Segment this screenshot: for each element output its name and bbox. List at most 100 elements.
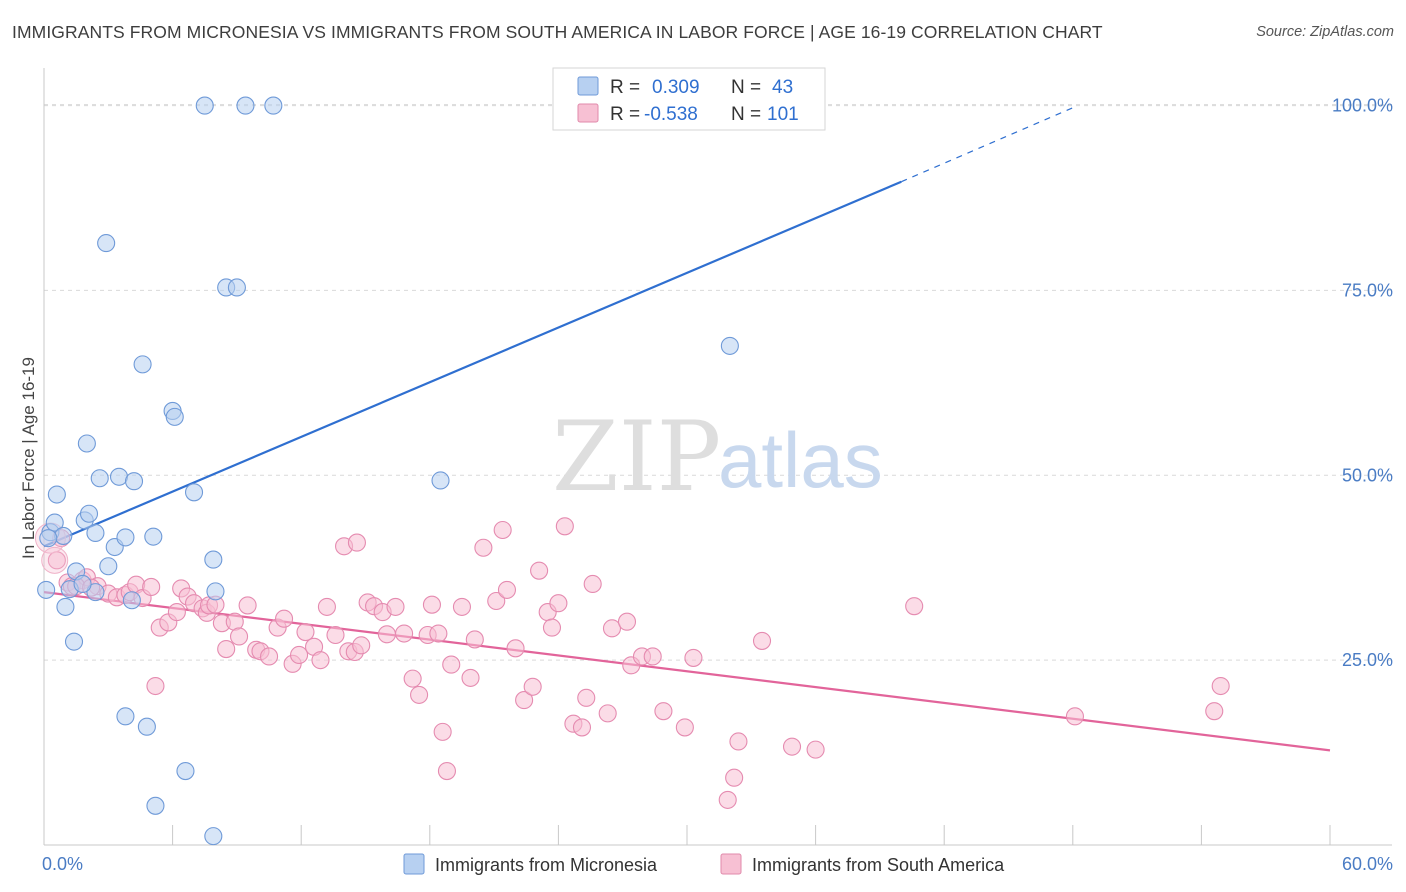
point-south-america: [229, 627, 249, 646]
point-micronesia: [86, 583, 105, 602]
y-axis-label: In Labor Force | Age 16-19: [19, 357, 38, 559]
point-south-america: [555, 517, 574, 536]
x-tick-labels: 0.0% 60.0%: [42, 854, 1393, 874]
legend-r-value-1: 0.309: [652, 77, 700, 98]
y-tick-labels: 25.0% 50.0% 75.0% 100.0%: [1332, 96, 1393, 671]
point-south-america: [684, 648, 703, 667]
point-south-america: [654, 702, 673, 721]
point-south-america: [326, 625, 345, 645]
point-south-america: [572, 718, 592, 737]
point-micronesia: [204, 550, 223, 569]
point-south-america: [386, 597, 405, 616]
trendline-micronesia-solid: [43, 180, 902, 548]
y-tick-label: 75.0%: [1342, 280, 1393, 300]
point-micronesia: [90, 469, 109, 488]
point-south-america: [352, 636, 371, 655]
point-south-america: [167, 603, 186, 622]
point-micronesia: [176, 762, 195, 781]
point-micronesia: [56, 597, 75, 616]
point-micronesia: [64, 632, 84, 651]
point-south-america: [311, 651, 330, 670]
point-micronesia: [137, 717, 156, 736]
legend-n-value-1: 43: [772, 77, 793, 98]
point-micronesia: [184, 483, 204, 502]
point-south-america: [317, 597, 336, 616]
point-south-america: [452, 597, 472, 616]
point-micronesia: [227, 278, 246, 297]
point-south-america: [577, 688, 596, 707]
legend-n-label-1: N =: [731, 77, 761, 98]
point-south-america: [675, 718, 694, 737]
point-south-america: [290, 645, 309, 665]
point-micronesia: [431, 471, 450, 490]
point-micronesia: [116, 528, 135, 547]
watermark-zip: ZIP: [552, 401, 721, 513]
point-south-america: [422, 595, 441, 614]
point-micronesia: [77, 434, 96, 453]
point-south-america: [461, 668, 480, 687]
x-tick-label-max: 60.0%: [1342, 854, 1393, 874]
point-micronesia: [37, 580, 56, 599]
legend-r-label-1: R =: [610, 77, 640, 98]
point-micronesia: [39, 529, 58, 548]
point-south-america: [549, 594, 568, 613]
point-south-america: [437, 762, 456, 781]
bottom-legend-label-south-america: Immigrants from South America: [752, 855, 1005, 875]
point-south-america: [602, 619, 622, 638]
point-south-america: [217, 640, 236, 659]
point-south-america: [598, 704, 617, 723]
point-south-america: [905, 597, 924, 616]
point-south-america: [515, 691, 534, 710]
point-micronesia: [195, 96, 214, 115]
point-micronesia: [720, 336, 739, 355]
legend-r-value-2: -0.538: [644, 104, 698, 125]
point-south-america: [497, 580, 517, 599]
point-south-america: [1211, 676, 1230, 696]
point-micronesia: [204, 827, 223, 846]
point-micronesia: [122, 591, 141, 610]
point-micronesia: [79, 504, 99, 523]
point-south-america: [403, 669, 422, 688]
points-south-america: [34, 517, 1230, 809]
point-micronesia: [165, 407, 184, 426]
legend-n-value-2: 101: [767, 104, 799, 125]
point-south-america: [493, 520, 512, 540]
point-south-america: [506, 639, 525, 658]
point-south-america: [1205, 702, 1224, 721]
point-south-america: [377, 625, 396, 644]
chart-title: IMMIGRANTS FROM MICRONESIA VS IMMIGRANTS…: [12, 22, 1103, 42]
point-south-america: [643, 647, 662, 666]
point-micronesia: [236, 96, 255, 115]
point-south-america: [523, 677, 542, 696]
point-micronesia: [97, 234, 116, 253]
watermark: ZIP atlas: [552, 401, 883, 513]
point-south-america: [259, 647, 279, 666]
point-south-america: [718, 790, 737, 809]
correlation-legend: R = 0.309 N = 43 R = -0.538 N = 101: [552, 67, 826, 131]
point-micronesia: [124, 472, 144, 491]
point-south-america: [542, 618, 562, 637]
point-south-america: [806, 740, 825, 759]
point-south-america: [146, 676, 165, 696]
point-south-america: [465, 630, 484, 649]
point-south-america: [142, 577, 161, 596]
x-tick-label-min: 0.0%: [42, 854, 83, 874]
point-micronesia: [99, 557, 118, 576]
y-tick-label: 100.0%: [1332, 96, 1393, 116]
source-credit: Source: ZipAtlas.com: [1256, 24, 1394, 40]
trendline-micronesia-dashed: [901, 107, 1074, 183]
trendline-micronesia: [43, 107, 1074, 548]
point-south-america: [238, 596, 257, 615]
point-south-america: [395, 624, 414, 643]
point-micronesia: [116, 707, 135, 726]
point-south-america: [347, 533, 366, 552]
legend-n-label-2: N =: [731, 104, 761, 125]
point-south-america: [782, 737, 802, 756]
point-micronesia: [54, 526, 73, 545]
y-tick-label: 25.0%: [1342, 650, 1393, 670]
point-south-america: [583, 574, 602, 594]
point-south-america: [429, 624, 448, 643]
legend-swatch-micronesia: [577, 76, 599, 96]
point-south-america: [275, 609, 294, 628]
